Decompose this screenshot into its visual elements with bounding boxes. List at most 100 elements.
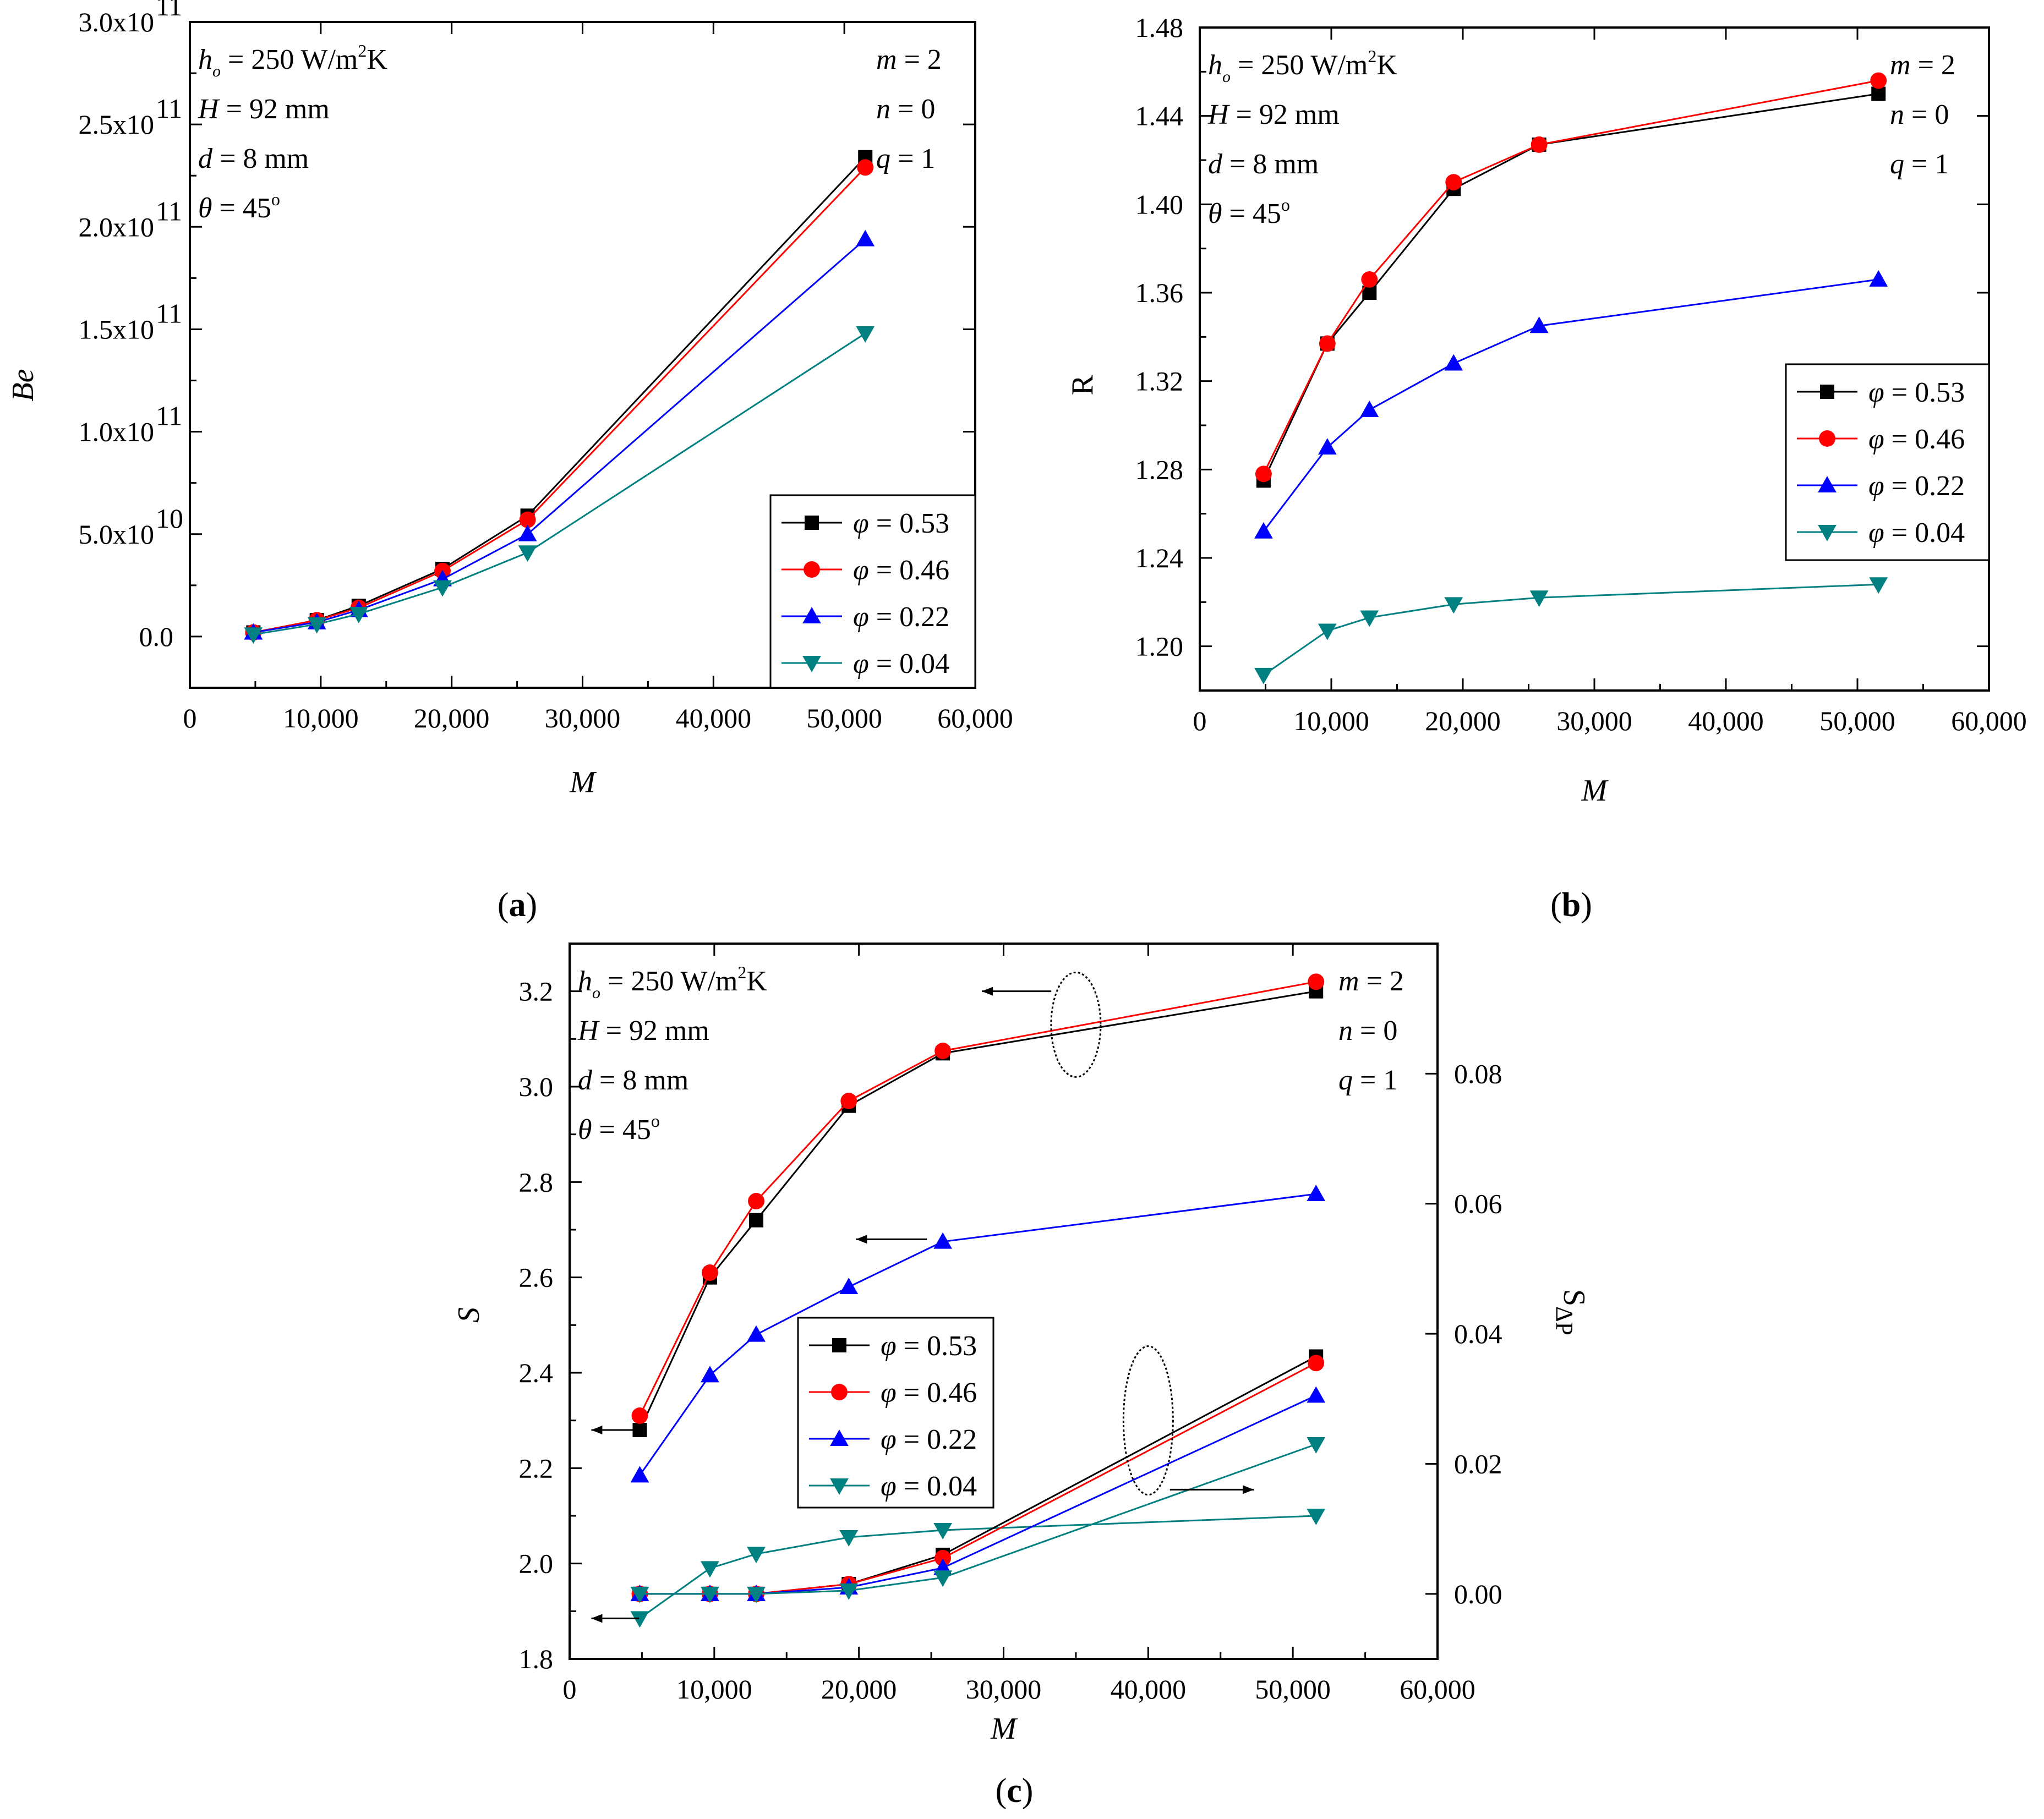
series-line-0.04-right — [640, 1443, 1316, 1595]
data-point-0.04 — [1307, 1437, 1326, 1454]
data-point-0.04 — [1444, 597, 1463, 614]
legend-entry-label: φ = 0.46 — [1868, 424, 1965, 455]
data-point-0.04 — [933, 1523, 953, 1539]
annotation-value: = 45 — [1222, 198, 1281, 229]
x-tick-label: 30,000 — [966, 1674, 1042, 1705]
x-tick-label: 20,000 — [821, 1674, 897, 1705]
data-point-0.46 — [1361, 271, 1378, 288]
annotation-subscript: o — [1222, 68, 1231, 86]
legend-box — [797, 1317, 994, 1509]
data-point-0.22 — [518, 524, 537, 541]
data-point-0.22 — [839, 1278, 859, 1294]
annotation-right: q = 1 — [876, 143, 935, 174]
arrow-head — [1243, 1485, 1254, 1494]
panel-label-letter: c — [1007, 1772, 1022, 1810]
legend-marker — [804, 561, 820, 578]
x-tick-label: 10,000 — [283, 703, 359, 733]
data-point-0.22 — [1318, 438, 1337, 455]
data-point-0.04 — [244, 627, 263, 644]
annotation-symbol: H — [1207, 99, 1230, 130]
x-tick-label: 10,000 — [676, 1674, 752, 1705]
data-point-0.04 — [701, 1561, 719, 1578]
chart-b: 0 10,000 20,000 30,000 40,000 50,000 60,000 1.2… — [1065, 12, 2027, 924]
legend-entry-value: = 0.53 — [897, 1330, 977, 1362]
x-tick-label: 50,000 — [806, 703, 882, 733]
series-line-0.46-left — [639, 980, 1316, 1416]
annotation-left: θ = 45o — [198, 189, 280, 224]
data-point-0.46 — [1308, 1355, 1325, 1372]
annotation-left: ho = 250 W/m2K — [198, 41, 387, 80]
chart-a: 0 10,000 20,000 30,000 40,000 50,000 60,000 0.0… — [6, 0, 1013, 924]
legend-entry-label: φ = 0.04 — [881, 1471, 977, 1502]
data-point-0.04 — [747, 1547, 766, 1564]
annotation-value: = 45 — [592, 1114, 651, 1146]
data-point-0.22 — [747, 1325, 766, 1342]
x-tick-label: 30,000 — [545, 703, 621, 733]
annotation-symbol: d — [198, 143, 213, 174]
legend-marker — [1818, 525, 1837, 541]
data-point-0.04 — [747, 1586, 766, 1603]
annotation-superscript: 2 — [358, 41, 367, 61]
legend-entry-value: = 0.53 — [1884, 377, 1965, 408]
arrow-head — [591, 1614, 603, 1623]
annotation-right: m = 2 — [876, 44, 942, 75]
data-point-0.04 — [701, 1586, 719, 1603]
series-line-0.04 — [1263, 583, 1879, 676]
data-point-0.53 — [1871, 86, 1886, 101]
panel-label: (c) — [996, 1772, 1034, 1810]
data-point-0.46 — [701, 1264, 718, 1281]
y-right-axis-subscript: ΔP — [1551, 1306, 1578, 1335]
legend: φ = 0.53 φ = 0.46 φ = 0.22 φ = 0.04 — [797, 1317, 994, 1509]
y-tick-label: 1.48 — [1135, 12, 1184, 43]
annotation-subscript: o — [212, 62, 221, 80]
data-point-0.04 — [349, 606, 368, 623]
data-point-0.04 — [630, 1611, 649, 1628]
annotation-left: θ = 45o — [1208, 195, 1290, 229]
x-tick-label: 30,000 — [1556, 705, 1632, 736]
legend-entry-value: = 0.46 — [897, 1377, 977, 1409]
series-line-0.04 — [253, 332, 866, 635]
annotation-symbol: n — [1890, 99, 1904, 130]
data-point-0.22 — [933, 1232, 953, 1249]
annotation-right: n = 0 — [876, 94, 935, 125]
data-point-0.22 — [701, 1366, 719, 1383]
annotation-superscript: o — [651, 1111, 660, 1131]
ellipse-marker-right-axis — [1122, 1345, 1174, 1496]
legend-marker — [802, 656, 821, 672]
x-axis-label: M — [569, 765, 597, 799]
y-tick-label: 1.20 — [1135, 631, 1184, 662]
y-tick-label: 1.8 — [519, 1643, 554, 1674]
y-tick-label: 1.44 — [1135, 101, 1184, 132]
data-point-0.22 — [856, 229, 875, 246]
panel-label-close: ) — [1022, 1772, 1034, 1810]
annotation-left: d = 8 mm — [578, 1065, 688, 1096]
legend-entry-label: φ = 0.46 — [853, 555, 949, 586]
y-tick-label: 2.0 — [519, 1548, 554, 1579]
y-tick-label: 2.8 — [519, 1166, 554, 1197]
series-line-0.46 — [253, 167, 866, 633]
data-point-0.22 — [1307, 1185, 1326, 1201]
y-tick-label: 1.40 — [1135, 189, 1184, 220]
y-tick-label: 1.5x10 — [79, 314, 155, 344]
annotation-tail: K — [367, 44, 387, 75]
annotation-subscript: o — [592, 984, 600, 1002]
y-tick-exponent: 11 — [156, 401, 182, 431]
annotation-symbol: m — [1338, 966, 1359, 997]
y-tick-label: 1.24 — [1135, 543, 1184, 573]
data-point-0.46 — [1308, 973, 1325, 990]
data-point-0.04 — [518, 545, 537, 562]
annotation-left: θ = 45o — [578, 1111, 660, 1146]
x-tick-label: 20,000 — [414, 703, 490, 733]
y-tick-label: 3.0x10 — [79, 7, 155, 37]
data-point-0.46 — [1319, 335, 1336, 352]
x-tick-label: 50,000 — [1819, 705, 1895, 736]
data-point-0.46 — [1445, 174, 1462, 191]
y-tick-label: 3.0 — [519, 1071, 554, 1102]
annotation-right: n = 0 — [1338, 1015, 1397, 1047]
legend: φ = 0.53 φ = 0.46 φ = 0.22 φ = 0.04 — [1785, 363, 1990, 561]
panel-label: (a) — [498, 886, 537, 924]
legend-entry-label: φ = 0.53 — [853, 508, 949, 539]
annotation-symbol: d — [1208, 149, 1223, 180]
data-point-0.46 — [1255, 465, 1272, 483]
